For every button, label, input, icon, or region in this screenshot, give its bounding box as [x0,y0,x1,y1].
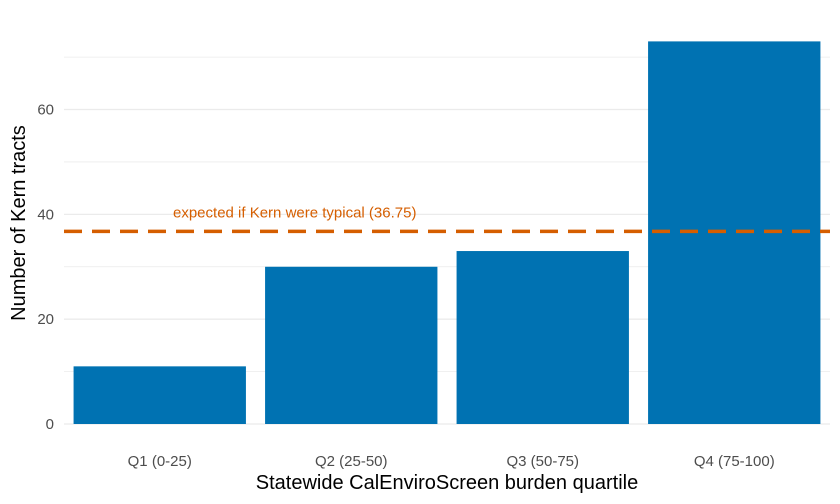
bar [265,266,438,424]
bar [456,251,629,424]
y-axis-title: Number of Kern tracts [8,125,30,321]
x-tick-label: Q1 (0-25) [128,453,192,470]
reference-line-label: expected if Kern were typical (36.75) [173,204,416,221]
y-tick-label: 0 [46,416,54,433]
y-tick-labels: 0 20 40 60 [37,102,54,433]
y-tick-label: 20 [37,311,54,328]
x-tick-label: Q2 (25-50) [315,453,388,470]
bar [73,366,246,424]
y-tick-label: 40 [37,206,54,223]
bars-group [73,41,821,425]
x-tick-labels: Q1 (0-25) Q2 (25-50) Q3 (50-75) Q4 (75-100) [128,453,775,470]
bar [648,41,821,425]
x-tick-label: Q3 (50-75) [506,453,579,470]
y-tick-label: 60 [37,102,54,119]
x-axis-title: Statewide CalEnviroScreen burden quartil… [256,472,638,494]
reference-line-group: expected if Kern were typical (36.75) [64,204,830,234]
x-tick-label: Q4 (75-100) [694,453,775,470]
